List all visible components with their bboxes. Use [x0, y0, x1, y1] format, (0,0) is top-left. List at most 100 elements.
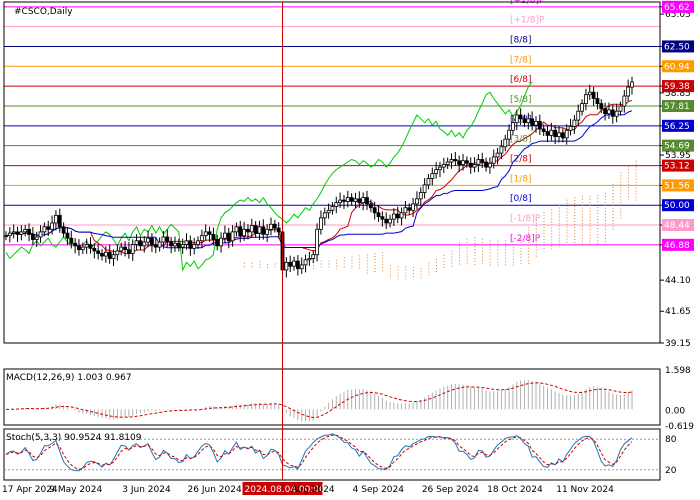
candle-body: [150, 237, 154, 245]
candle-body: [272, 223, 277, 229]
candle-body: [430, 173, 435, 179]
candle-body: [422, 184, 427, 193]
x-tick-label: 2024.08.04 00:00: [245, 485, 326, 495]
candle-body: [464, 160, 469, 164]
chikou-line: [5, 81, 533, 272]
candle-body: [80, 246, 85, 251]
candle-body: [303, 259, 308, 266]
indicator-lines: [5, 81, 633, 272]
candle-body: [595, 98, 600, 105]
candle-body: [107, 251, 112, 259]
tenkan-line: [5, 99, 633, 255]
candle-body: [626, 86, 631, 97]
candle-body: [599, 103, 604, 110]
candle-body: [380, 216, 385, 220]
candles: [4, 76, 634, 278]
murrey-label: [6/8]: [510, 75, 532, 85]
candle-body: [372, 207, 377, 214]
candle-body: [334, 202, 339, 207]
candle-body: [526, 118, 531, 124]
candle-body: [472, 164, 477, 168]
candle-body: [257, 226, 262, 234]
candle-body: [50, 222, 54, 230]
candle-body: [503, 138, 508, 148]
y-tick-label: 65.05: [665, 10, 691, 20]
candle-body: [518, 114, 523, 120]
candle-body: [19, 231, 24, 235]
candle-body: [580, 103, 584, 112]
price-box: [662, 199, 694, 212]
candle-body: [34, 236, 39, 240]
candle-body: [169, 241, 174, 247]
candle-body: [564, 129, 569, 139]
price-box: [662, 80, 694, 93]
candle-body: [388, 218, 392, 224]
x-tick-label: 18 Oct 2024: [487, 485, 543, 495]
candle-body: [69, 237, 74, 244]
candle-body: [434, 169, 439, 174]
stoch-label: Stoch(5,3,3) 90.9524 91.8109: [6, 433, 142, 443]
candle-body: [438, 166, 442, 171]
murrey-label: [2/8]: [510, 155, 532, 165]
candle-body: [253, 225, 258, 234]
candle-body: [399, 212, 404, 219]
candle-body: [537, 120, 542, 130]
candle-body: [445, 161, 450, 165]
x-cursor-box: [242, 482, 323, 495]
candle-body: [7, 232, 12, 237]
murrey-label: [5/8]: [510, 95, 532, 105]
price-box: [662, 219, 694, 232]
candle-body: [92, 247, 97, 252]
candle-body: [115, 250, 120, 256]
stoch-signal-line: [5, 434, 633, 470]
x-tick-label: 26 Sep 2024: [422, 485, 479, 495]
candle-body: [134, 240, 139, 245]
candle-body: [603, 108, 608, 115]
x-tick-label: 26 Jun 2024: [188, 485, 242, 495]
candle-body: [126, 249, 131, 254]
candle-body: [449, 159, 454, 163]
candle-body: [461, 160, 465, 165]
murrey-label: [7/8]: [510, 55, 532, 65]
candle-body: [330, 206, 335, 211]
price-box: [662, 0, 694, 13]
candle-body: [307, 258, 312, 261]
candle-body: [545, 131, 550, 136]
candle-body: [61, 226, 66, 234]
candle-body: [211, 234, 216, 240]
macd-tick-label: 0.00: [665, 406, 685, 416]
candle-body: [276, 227, 281, 233]
candle-body: [153, 244, 158, 248]
price-box: [662, 60, 694, 73]
price-box-label: 50.00: [664, 201, 690, 211]
price-box-label: 59.38: [664, 82, 690, 92]
candle-body: [495, 152, 500, 158]
price-box-label: 57.81: [664, 102, 690, 112]
candle-body: [614, 110, 619, 117]
candle-body: [65, 232, 70, 239]
murrey-label: [3/8]: [510, 135, 532, 145]
candle-body: [322, 212, 327, 219]
candle-body: [391, 213, 396, 220]
candle-body: [610, 109, 615, 117]
candle-body: [511, 122, 515, 131]
price-box-label: 51.56: [664, 181, 690, 191]
candle-body: [584, 94, 588, 105]
macd-label: MACD(12,26,9) 1.003 0.967: [6, 373, 132, 383]
candle-body: [295, 260, 300, 270]
candle-body: [146, 237, 150, 243]
candle-body: [4, 235, 8, 238]
stoch-tick-label: 80: [665, 435, 677, 445]
x-tick-label: 9 May 2024: [49, 485, 102, 495]
y-tick-label: 39.15: [665, 339, 691, 349]
candle-body: [299, 264, 304, 270]
candle-body: [618, 105, 623, 112]
candle-body: [403, 207, 408, 214]
candle-body: [418, 192, 423, 200]
candle-body: [46, 226, 51, 230]
y-tick-label: 44.10: [665, 276, 691, 286]
candle-body: [96, 250, 101, 254]
candle-body: [203, 231, 208, 237]
candle-body: [457, 160, 462, 165]
murrey-label: [+1/8]P: [510, 16, 545, 26]
